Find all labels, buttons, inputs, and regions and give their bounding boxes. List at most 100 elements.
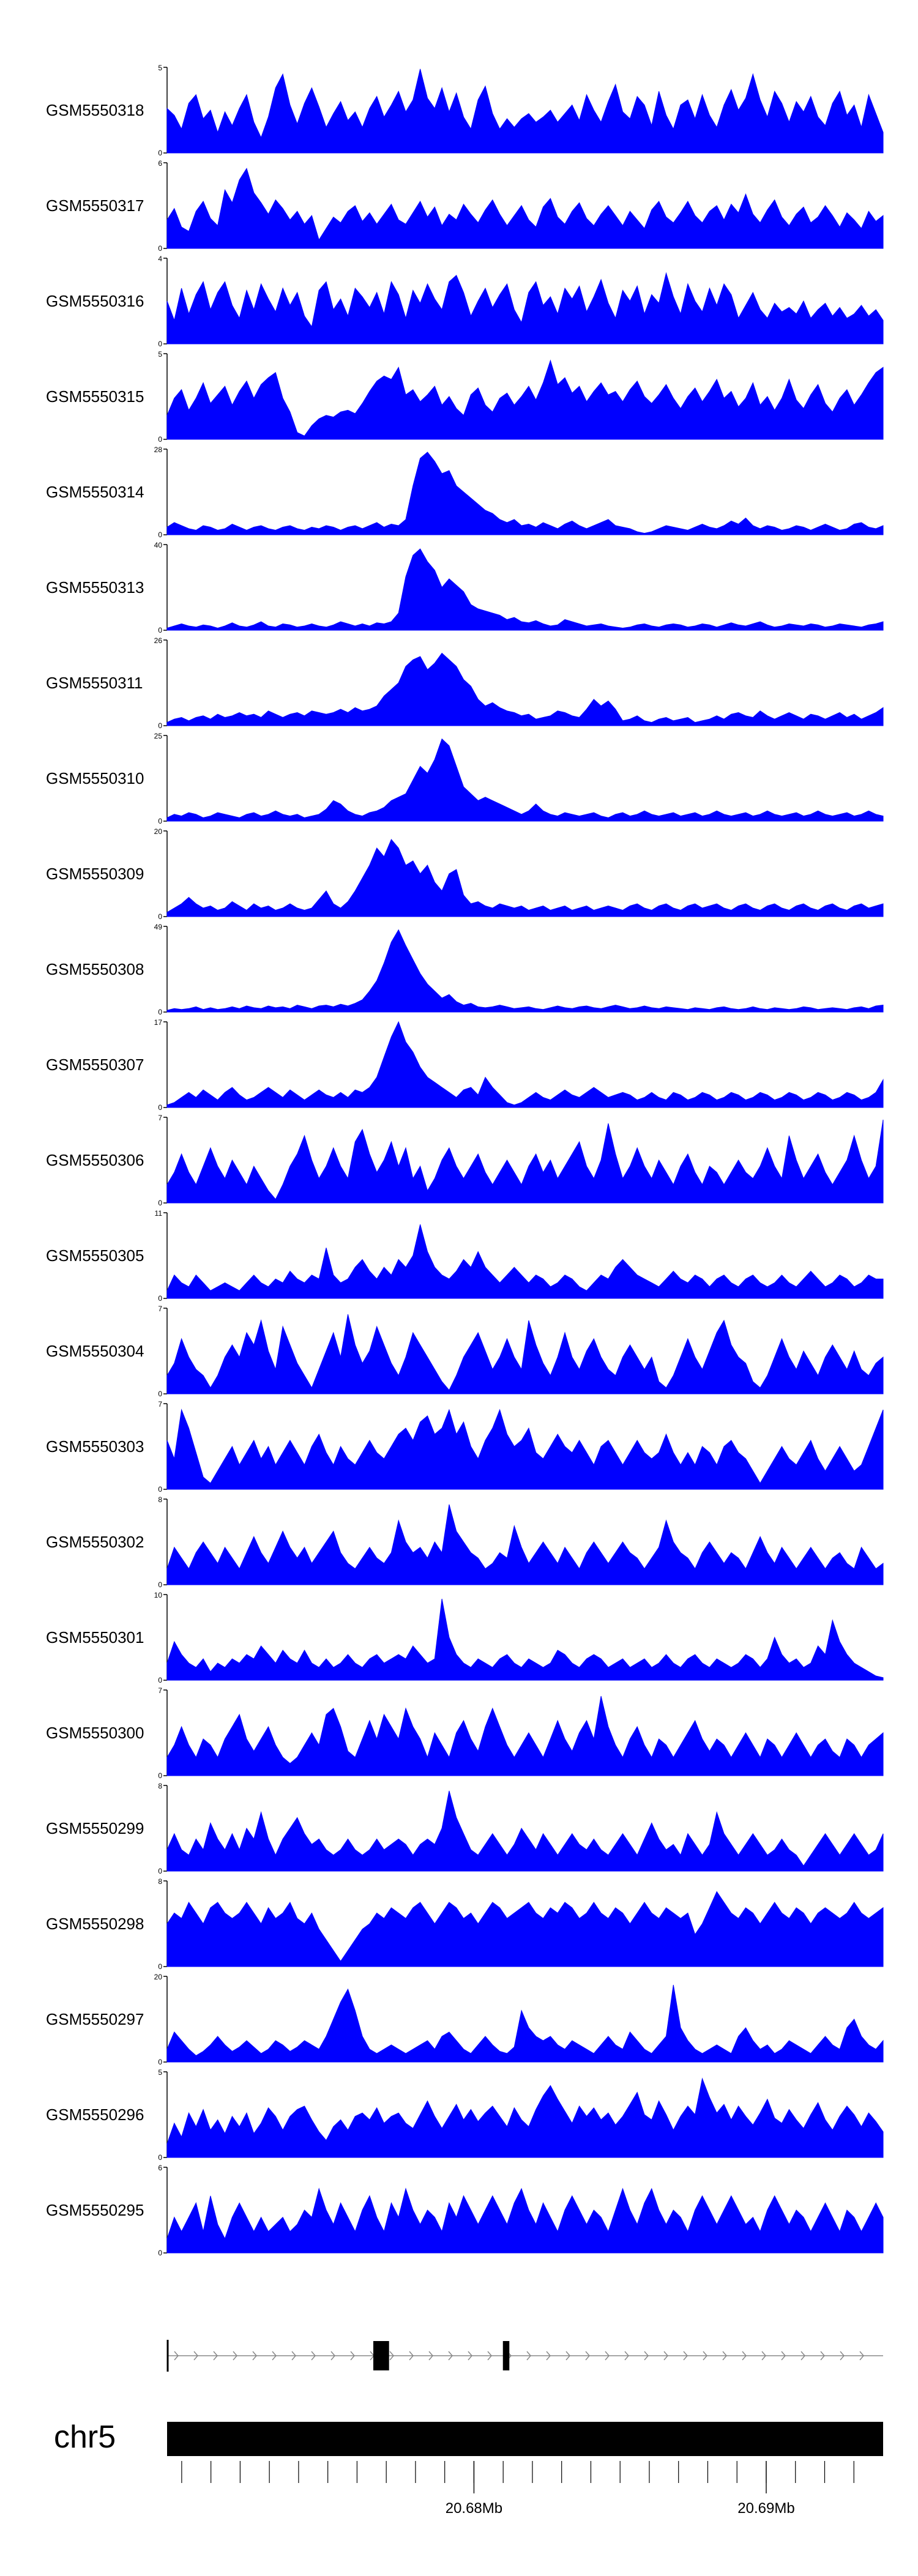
axis-tick-label: 20.68Mb — [446, 2500, 502, 2517]
strand-arrow — [448, 2351, 453, 2361]
strand-arrow — [409, 2351, 414, 2361]
strand-arrow — [526, 2351, 531, 2361]
coverage-track: GSM5550305 11 0 — [46, 1209, 884, 1303]
y-tick-label: 5 — [158, 64, 162, 72]
strand-arrow — [742, 2351, 747, 2361]
chromosome-track: chr5 — [54, 2419, 883, 2456]
y-tick-label: 25 — [154, 732, 163, 740]
coverage-area — [166, 1504, 884, 1585]
strand-arrow — [605, 2351, 610, 2361]
strand-arrow — [291, 2351, 296, 2361]
track-label: GSM5550313 — [46, 578, 144, 597]
strand-arrow — [487, 2351, 492, 2361]
y-tick-label: 7 — [158, 1305, 162, 1313]
track-label: GSM5550316 — [46, 292, 144, 310]
strand-arrow — [565, 2351, 570, 2361]
y-tick-label: 0 — [158, 2153, 162, 2162]
coverage-area — [166, 452, 884, 535]
y-tick-label: 28 — [154, 445, 163, 454]
coverage-track: GSM5550296 5 0 — [46, 2068, 884, 2162]
strand-arrow — [233, 2351, 237, 2361]
strand-arrow — [722, 2351, 727, 2361]
axis-tick-label: 20.69Mb — [737, 2500, 794, 2517]
y-tick-label: 17 — [154, 1018, 163, 1027]
coverage-track: GSM5550318 5 0 — [46, 64, 884, 157]
coverage-area — [166, 1224, 884, 1299]
coverage-track: GSM5550311 26 0 — [46, 636, 884, 730]
coverage-track: GSM5550306 7 0 — [46, 1114, 884, 1207]
y-tick-label: 0 — [158, 435, 162, 444]
coverage-track: GSM5550308 49 0 — [46, 923, 884, 1016]
track-label: GSM5550299 — [46, 1819, 144, 1837]
y-tick-label: 26 — [154, 636, 163, 645]
strand-arrow — [272, 2351, 277, 2361]
track-label: GSM5550300 — [46, 1724, 144, 1742]
track-label: GSM5550302 — [46, 1533, 144, 1551]
coverage-area — [166, 548, 884, 631]
gene-model-track — [166, 2340, 883, 2372]
strand-arrow — [546, 2351, 551, 2361]
coverage-area — [166, 272, 884, 344]
strand-arrow — [468, 2351, 472, 2361]
track-label: GSM5550318 — [46, 101, 144, 119]
genome-coordinate-axis: 20.68Mb 20.69Mb — [181, 2461, 854, 2517]
y-tick-label: 8 — [158, 1495, 162, 1504]
y-tick-label: 8 — [158, 1877, 162, 1886]
coverage-tracks: GSM5550318 5 0 GSM5550317 6 0 GSM5550316 40 GSM5… — [46, 64, 884, 2257]
coverage-area — [166, 1696, 884, 1776]
track-label: GSM5550317 — [46, 196, 144, 215]
track-label: GSM5550297 — [46, 2010, 144, 2028]
y-tick-label: 0 — [158, 340, 162, 348]
strand-arrow — [761, 2351, 766, 2361]
y-tick-label: 10 — [154, 1591, 163, 1599]
coverage-area — [166, 2187, 884, 2254]
y-tick-label: 0 — [158, 1580, 162, 1589]
coverage-track: GSM5550307 17 0 — [46, 1018, 884, 1112]
coverage-area — [166, 1119, 884, 1204]
track-label: GSM5550295 — [46, 2201, 144, 2219]
y-tick-label: 8 — [158, 1782, 162, 1790]
y-tick-label: 7 — [158, 1686, 162, 1695]
y-tick-label: 5 — [158, 350, 162, 359]
track-label: GSM5550298 — [46, 1915, 144, 1933]
coverage-track: GSM5550300 7 0 — [46, 1686, 884, 1780]
strand-arrow — [311, 2351, 316, 2361]
strand-arrow — [683, 2351, 688, 2361]
y-tick-label: 5 — [158, 2068, 162, 2077]
track-label: GSM5550308 — [46, 960, 144, 978]
coverage-area — [166, 1891, 884, 1967]
y-tick-label: 0 — [158, 1390, 162, 1398]
strand-arrow — [624, 2351, 629, 2361]
strand-arrow — [840, 2351, 845, 2361]
track-label: GSM5550310 — [46, 769, 144, 787]
track-label: GSM5550309 — [46, 865, 144, 883]
y-tick-label: 6 — [158, 159, 162, 168]
y-tick-label: 6 — [158, 2164, 162, 2172]
strand-arrow — [781, 2351, 786, 2361]
coverage-area — [166, 738, 884, 822]
y-tick-label: 0 — [158, 1771, 162, 1780]
track-label: GSM5550304 — [46, 1342, 144, 1360]
coverage-track: GSM5550295 6 0 — [46, 2164, 884, 2257]
y-tick-label: 0 — [158, 2058, 162, 2066]
coverage-area — [166, 69, 884, 154]
coverage-area — [166, 1314, 884, 1394]
y-tick-label: 0 — [158, 1676, 162, 1684]
strand-arrow — [703, 2351, 707, 2361]
track-label: GSM5550307 — [46, 1055, 144, 1074]
y-tick-label: 40 — [154, 541, 163, 549]
exon — [502, 2341, 510, 2370]
strand-arrow — [663, 2351, 668, 2361]
coverage-track: GSM5550310 25 0 — [46, 732, 884, 825]
coverage-track: GSM5550299 8 0 — [46, 1782, 884, 1875]
coverage-area — [166, 359, 884, 440]
y-tick-label: 20 — [154, 1973, 163, 1981]
y-tick-label: 0 — [158, 1103, 162, 1112]
y-tick-label: 0 — [158, 1867, 162, 1875]
y-tick-label: 11 — [155, 1209, 163, 1218]
chromosome-bar — [167, 2422, 883, 2456]
y-tick-label: 0 — [158, 1199, 162, 1207]
coverage-area — [166, 168, 884, 249]
coverage-area — [166, 929, 884, 1013]
